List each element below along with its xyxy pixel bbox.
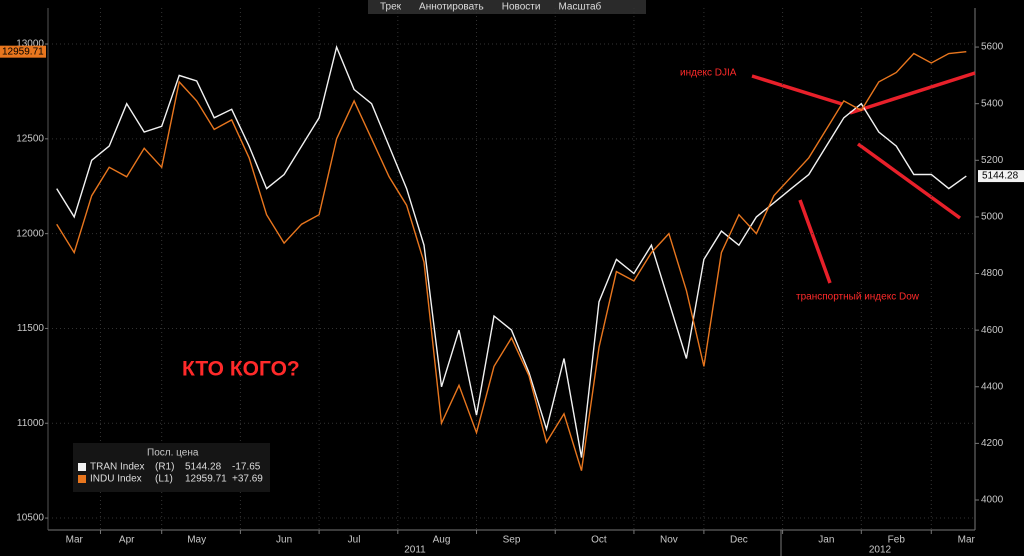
legend-name: INDU Index xyxy=(90,474,142,485)
annotation-djia: индекс DJIA xyxy=(680,68,737,79)
x-tick-label: Jul xyxy=(348,535,361,546)
x-tick-label: Mar xyxy=(958,535,976,546)
legend-swatch xyxy=(78,463,86,471)
y2-tick-label: 5200 xyxy=(981,155,1004,166)
y2-tick-label: 5600 xyxy=(981,42,1004,53)
y-tick-label: 10500 xyxy=(16,513,44,524)
legend-bg xyxy=(73,443,270,492)
legend-title: Посл. цена xyxy=(147,448,199,459)
toolbar-button[interactable]: Масштаб xyxy=(558,1,601,13)
x-tick-label: Jan xyxy=(818,535,834,546)
x-tick-label: Feb xyxy=(888,535,906,546)
legend-axis: (L1) xyxy=(155,474,173,485)
x-tick-label: Oct xyxy=(591,535,607,546)
x-tick-label: Nov xyxy=(660,535,678,546)
arrow-tran xyxy=(798,199,832,284)
legend-last: 12959.71 xyxy=(185,474,227,485)
toolbar-button[interactable]: Аннотировать xyxy=(419,2,484,13)
y2-tick-label: 4800 xyxy=(981,268,1004,279)
year-label: 2011 xyxy=(404,545,426,556)
year-label: 2012 xyxy=(869,545,892,556)
last-value-tag: 5144.28 xyxy=(978,170,1024,183)
trend-djia xyxy=(849,71,976,115)
toolbar-button[interactable]: Новости xyxy=(502,2,541,13)
y-tick-label: 12000 xyxy=(16,228,44,239)
toolbar: Трек Аннотировать Новости Масштаб xyxy=(368,0,646,14)
y2-tick-label: 4600 xyxy=(981,325,1004,336)
legend-change: -17.65 xyxy=(232,462,261,473)
legend-change: +37.69 xyxy=(232,474,263,485)
x-tick-label: Jun xyxy=(276,535,292,546)
y-tick-label: 12500 xyxy=(16,133,44,144)
legend-last: 5144.28 xyxy=(185,462,222,473)
y-tick-label: 11000 xyxy=(17,418,45,429)
toolbar-button[interactable]: Трек xyxy=(380,2,402,13)
legend-swatch xyxy=(78,475,86,483)
last-value-tag-bg xyxy=(0,45,46,58)
x-tick-label: Dec xyxy=(730,535,748,546)
legend: Посл. цена TRAN Index (R1) 5144.28 -17.65 IN… xyxy=(73,443,270,492)
x-tick-label: Sep xyxy=(503,535,521,546)
y2-tick-label: 5400 xyxy=(981,98,1004,109)
last-value-tag-label: 12959.71 xyxy=(2,46,44,57)
series-line xyxy=(56,44,967,458)
y2-tick-label: 4200 xyxy=(981,438,1004,449)
x-tick-label: Mar xyxy=(66,535,84,546)
arrow-djia xyxy=(751,74,843,106)
legend-axis: (R1) xyxy=(155,462,174,473)
y2-tick-label: 5000 xyxy=(981,212,1004,223)
annotation-tran: транспортный индекс Dow xyxy=(796,292,920,303)
x-tick-label: May xyxy=(187,535,206,546)
plot xyxy=(48,8,975,530)
toolbar-bg xyxy=(368,0,646,14)
y-tick-label: 13000 xyxy=(16,39,44,50)
annotation-headline: КТО КОГО? xyxy=(182,358,300,381)
x-tick-label: Apr xyxy=(119,535,135,546)
y2-tick-label: 4000 xyxy=(981,495,1004,506)
last-value-tag-bg xyxy=(978,170,1024,183)
last-value-tag-label: 5144.28 xyxy=(982,171,1019,182)
y2-tick-label: 4400 xyxy=(981,381,1004,392)
legend-name: TRAN Index xyxy=(90,462,144,473)
y-tick-label: 11500 xyxy=(17,323,45,334)
trend-tran xyxy=(856,142,962,220)
annotation-lines xyxy=(751,71,976,284)
last-value-tag: 12959.71 xyxy=(0,45,46,58)
series-line xyxy=(56,51,967,471)
x-tick-label: Aug xyxy=(433,535,451,546)
